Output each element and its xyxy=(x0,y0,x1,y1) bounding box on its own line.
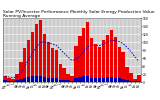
Bar xyxy=(110,77,113,82)
Bar xyxy=(55,78,58,82)
Bar xyxy=(98,78,101,82)
Bar xyxy=(114,78,117,82)
Bar xyxy=(94,44,97,82)
Bar xyxy=(86,22,89,82)
Bar xyxy=(78,36,82,82)
Bar xyxy=(129,73,133,82)
Bar xyxy=(19,79,23,82)
Bar xyxy=(106,77,109,82)
Bar xyxy=(125,80,129,82)
Bar xyxy=(4,80,7,82)
Bar xyxy=(121,79,125,82)
Bar xyxy=(51,78,54,82)
Bar xyxy=(51,48,54,82)
Bar xyxy=(27,77,30,82)
Bar xyxy=(23,48,27,82)
Bar xyxy=(66,74,70,82)
Bar xyxy=(23,78,27,82)
Bar xyxy=(39,20,42,82)
Bar xyxy=(7,78,11,82)
Bar xyxy=(90,78,93,82)
Bar xyxy=(35,76,38,82)
Bar xyxy=(59,80,62,82)
Bar xyxy=(125,67,129,82)
Bar xyxy=(27,40,30,82)
Bar xyxy=(133,79,137,82)
Bar xyxy=(121,52,125,82)
Bar xyxy=(15,74,19,82)
Bar xyxy=(86,76,89,82)
Bar xyxy=(78,77,82,82)
Bar xyxy=(137,81,140,82)
Bar xyxy=(62,68,66,82)
Bar xyxy=(74,78,78,82)
Bar xyxy=(106,35,109,82)
Bar xyxy=(47,42,50,82)
Bar xyxy=(70,81,74,82)
Bar xyxy=(133,81,137,82)
Bar xyxy=(4,76,7,82)
Bar xyxy=(117,47,121,82)
Text: Solar PV/Inverter Performance Monthly Solar Energy Production Value Running Aver: Solar PV/Inverter Performance Monthly So… xyxy=(3,10,155,18)
Bar xyxy=(82,76,85,82)
Bar xyxy=(59,64,62,82)
Bar xyxy=(74,46,78,82)
Bar xyxy=(117,78,121,82)
Bar xyxy=(129,81,133,82)
Bar xyxy=(102,78,105,82)
Bar xyxy=(39,76,42,82)
Bar xyxy=(66,80,70,82)
Bar xyxy=(11,81,15,82)
Bar xyxy=(43,34,46,82)
Bar xyxy=(90,38,93,82)
Bar xyxy=(114,37,117,82)
Bar xyxy=(98,47,101,82)
Bar xyxy=(94,78,97,82)
Bar xyxy=(55,50,58,82)
Bar xyxy=(43,77,46,82)
Bar xyxy=(35,24,38,82)
Bar xyxy=(47,78,50,82)
Bar xyxy=(15,80,19,82)
Bar xyxy=(102,40,105,82)
Bar xyxy=(11,79,15,82)
Bar xyxy=(31,32,34,82)
Bar xyxy=(19,62,23,82)
Bar xyxy=(31,76,34,82)
Bar xyxy=(62,80,66,82)
Bar xyxy=(7,81,11,82)
Bar xyxy=(70,76,74,82)
Bar xyxy=(82,28,85,82)
Bar xyxy=(110,30,113,82)
Bar xyxy=(137,75,140,82)
